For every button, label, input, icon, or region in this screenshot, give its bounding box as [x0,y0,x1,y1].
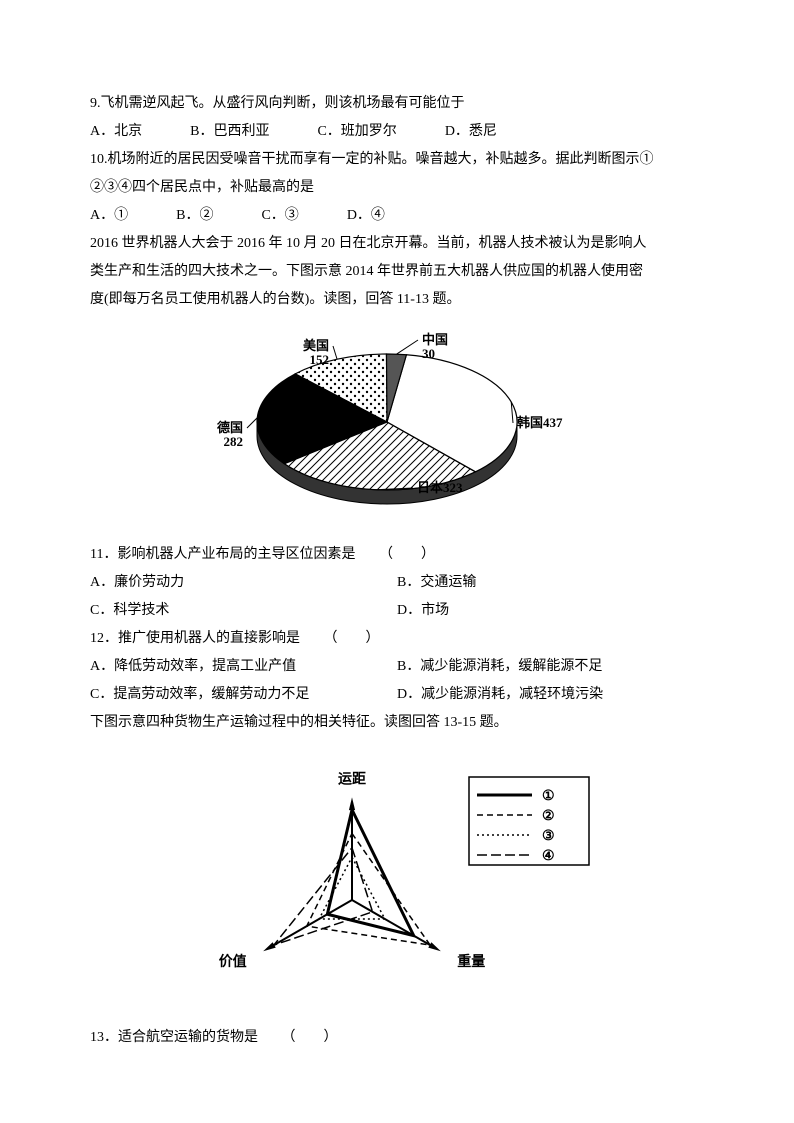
q13-stem: 13．适合航空运输的货物是 （ ） [90,1024,704,1052]
ctx1-l2: 类生产和生活的四大技术之一。下图示意 2014 年世界前五大机器人供应国的机器人… [90,258,704,286]
q11-options-row2: C．科学技术 D．市场 [90,597,704,625]
q13-paren: （ ） [282,1030,338,1045]
q9-options: A．北京 B．巴西利亚 C．班加罗尔 D．悉尼 [90,118,704,146]
q9-stem: 9.飞机需逆风起飞。从盛行风向判断，则该机场最有可能位于 [90,90,704,118]
q12-opt-c: C．提高劳动效率，缓解劳动力不足 [90,681,397,709]
q12-opt-b: B．减少能源消耗，缓解能源不足 [397,653,704,681]
ctx1-l3: 度(即每万名员工使用机器人的台数)。读图，回答 11-13 题。 [90,286,704,314]
q11-opt-d: D．市场 [397,597,704,625]
q10-stem-2: ②③④四个居民点中，补贴最高的是 [90,174,704,202]
svg-text:韩国437: 韩国437 [517,415,563,430]
q12-options-row1: A．降低劳动效率，提高工业产值 B．减少能源消耗，缓解能源不足 [90,653,704,681]
q11-paren: （ ） [379,547,435,562]
svg-text:③: ③ [542,829,555,844]
svg-text:152: 152 [310,352,330,367]
svg-text:德国: 德国 [217,420,243,435]
svg-text:④: ④ [542,849,555,864]
q10-opt-a: A．① [90,202,128,230]
q12-stem: 12．推广使用机器人的直接影响是 （ ） [90,625,704,653]
svg-text:运距: 运距 [338,771,366,787]
q11-stem-text: 11．影响机器人产业布局的主导区位因素是 [90,547,355,562]
svg-text:30: 30 [422,346,435,361]
svg-text:中国: 中国 [422,332,448,347]
radar-chart: 运距重量 价值 ① ② ③ ④ [90,745,704,1016]
q10-stem-1: 10.机场附近的居民因受噪音干扰而享有一定的补贴。噪音越大，补贴越多。据此判断图… [90,146,704,174]
q11-opt-a: A．廉价劳动力 [90,569,397,597]
q9-opt-b: B．巴西利亚 [190,118,269,146]
q11-opt-b: B．交通运输 [397,569,704,597]
pie-chart: 韩国437 日本323 德国282 美国152 中国30 [90,322,704,533]
q11-opt-c: C．科学技术 [90,597,397,625]
q9-opt-c: C．班加罗尔 [317,118,396,146]
q10-opt-c: C．③ [261,202,298,230]
q11-options-row1: A．廉价劳动力 B．交通运输 [90,569,704,597]
q10-opt-d: D．④ [347,202,385,230]
svg-text:价值: 价值 [219,953,247,970]
ctx1-l1: 2016 世界机器人大会于 2016 年 10 月 20 日在北京开幕。当前，机… [90,230,704,258]
q9-opt-d: D．悉尼 [445,118,497,146]
svg-text:①: ① [542,789,555,804]
q12-opt-d: D．减少能源消耗，减轻环境污染 [397,681,704,709]
q12-opt-a: A．降低劳动效率，提高工业产值 [90,653,397,681]
svg-text:重量: 重量 [457,953,485,970]
q12-stem-text: 12．推广使用机器人的直接影响是 [90,631,300,646]
q12-paren: （ ） [324,631,380,646]
q13-stem-text: 13．适合航空运输的货物是 [90,1030,258,1045]
svg-text:日本323: 日本323 [417,480,463,495]
q12-options-row2: C．提高劳动效率，缓解劳动力不足 D．减少能源消耗，减轻环境污染 [90,681,704,709]
q10-options: A．① B．② C．③ D．④ [90,202,704,230]
ctx2: 下图示意四种货物生产运输过程中的相关特征。读图回答 13-15 题。 [90,709,704,737]
svg-text:②: ② [542,809,555,824]
svg-text:美国: 美国 [303,338,329,353]
q11-stem: 11．影响机器人产业布局的主导区位因素是 （ ） [90,541,704,569]
q9-opt-a: A．北京 [90,118,142,146]
q10-opt-b: B．② [176,202,213,230]
svg-text:282: 282 [224,434,244,449]
